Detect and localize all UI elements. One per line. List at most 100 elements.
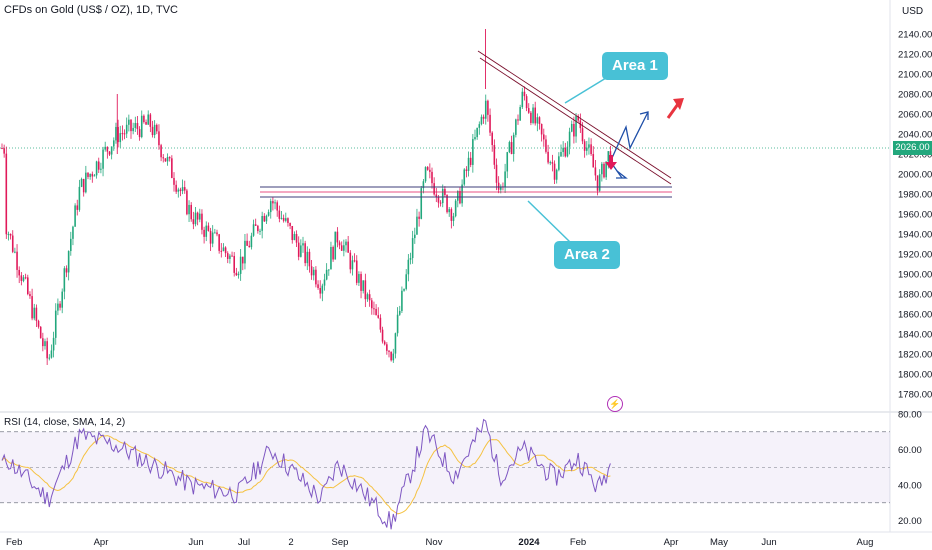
candle-body	[340, 245, 343, 251]
rsi-line	[1, 418, 611, 530]
candle-body	[577, 116, 579, 121]
time-tick-label: Aug	[857, 537, 874, 548]
candle-body	[437, 196, 440, 203]
candle-body	[50, 350, 53, 358]
candle-body	[110, 146, 113, 155]
candle-body	[478, 124, 481, 128]
candle-body	[422, 181, 425, 189]
candle-body	[328, 269, 330, 271]
candle-body	[538, 117, 541, 124]
red-down-head	[605, 162, 617, 170]
time-tick-label: 2024	[518, 537, 540, 548]
candle-body	[515, 119, 517, 135]
rsi-tick-label: 20.00	[898, 516, 922, 527]
candle-body	[97, 161, 100, 170]
candle-body	[426, 167, 429, 170]
candle-body	[474, 137, 476, 140]
candle-body	[229, 255, 231, 259]
candle-body	[497, 182, 500, 190]
candle-body	[319, 288, 321, 294]
rsi-tick-label: 80.00	[898, 410, 922, 421]
candle-body	[72, 226, 74, 239]
candle-body	[396, 314, 399, 334]
candle-body	[510, 142, 513, 155]
candle-body	[530, 112, 532, 123]
candle-body	[147, 114, 149, 125]
candle-body	[7, 233, 10, 235]
candle-body	[583, 141, 586, 151]
candle-body	[100, 168, 102, 170]
candle-body	[164, 158, 167, 162]
candle-body	[484, 100, 487, 119]
candle-body	[581, 128, 584, 142]
candle-body	[407, 259, 410, 275]
price-tick-label: 2100.00	[898, 70, 932, 81]
candle-body	[123, 133, 126, 135]
candle-body	[306, 251, 309, 264]
candle-body	[463, 169, 466, 185]
candle-body	[14, 251, 16, 253]
candle-body	[521, 91, 524, 108]
time-tick-label: Jun	[188, 537, 203, 548]
candle-body	[171, 158, 173, 178]
candle-body	[353, 260, 356, 262]
candle-body	[257, 225, 259, 232]
candle-body	[263, 215, 266, 222]
time-tick-label: Apr	[664, 537, 679, 548]
candle-body	[517, 119, 519, 121]
candle-body	[9, 233, 12, 236]
price-tick-label: 1900.00	[898, 270, 932, 281]
candle-body	[598, 174, 601, 191]
candle-body	[295, 233, 298, 243]
candle-body	[465, 169, 468, 171]
candle-body	[594, 167, 597, 176]
candle-body	[414, 234, 416, 239]
candle-body	[20, 275, 23, 281]
area-2-pointer	[527, 200, 571, 243]
candle-body	[33, 307, 36, 319]
candle-body	[433, 183, 435, 195]
candle-body	[603, 163, 605, 178]
candle-body	[304, 243, 306, 264]
candle-body	[22, 277, 25, 281]
time-tick-label: 2	[288, 537, 293, 548]
candle-body	[523, 91, 526, 97]
candle-body	[151, 126, 154, 136]
trendline-upper	[477, 50, 672, 179]
candle-body	[121, 133, 124, 135]
currency-label: USD	[902, 6, 924, 17]
blue-arrow-up	[611, 111, 649, 159]
lightning-icon[interactable]: ⚡	[607, 396, 623, 412]
candle-body	[519, 107, 521, 121]
candle-body	[168, 157, 171, 159]
rsi-title: RSI (14, close, SMA, 14, 2)	[4, 417, 126, 428]
candle-body	[429, 169, 431, 172]
candle-body	[102, 149, 104, 169]
price-tick-label: 1800.00	[898, 370, 932, 381]
candle-body	[405, 274, 407, 289]
candle-body	[233, 255, 235, 273]
price-tick-label: 1860.00	[898, 310, 932, 321]
candle-body	[469, 157, 472, 165]
candle-body	[334, 231, 337, 260]
candle-body	[196, 212, 199, 220]
candle-body	[29, 294, 31, 297]
candle-body	[115, 126, 117, 141]
candle-body	[201, 213, 203, 230]
candle-body	[476, 127, 478, 138]
candle-body	[347, 241, 349, 253]
candle-body	[368, 294, 371, 301]
candle-body	[134, 123, 137, 128]
candle-body	[570, 123, 573, 132]
candle-body	[250, 235, 253, 248]
candle-body	[439, 202, 442, 204]
blue-arrowhead-down	[616, 170, 628, 179]
candle-body	[607, 151, 610, 162]
candle-body	[125, 124, 128, 134]
candle-body	[280, 217, 283, 219]
candle-body	[242, 256, 244, 264]
candle-body	[364, 280, 367, 300]
candle-body	[209, 230, 212, 244]
candle-body	[104, 146, 106, 150]
